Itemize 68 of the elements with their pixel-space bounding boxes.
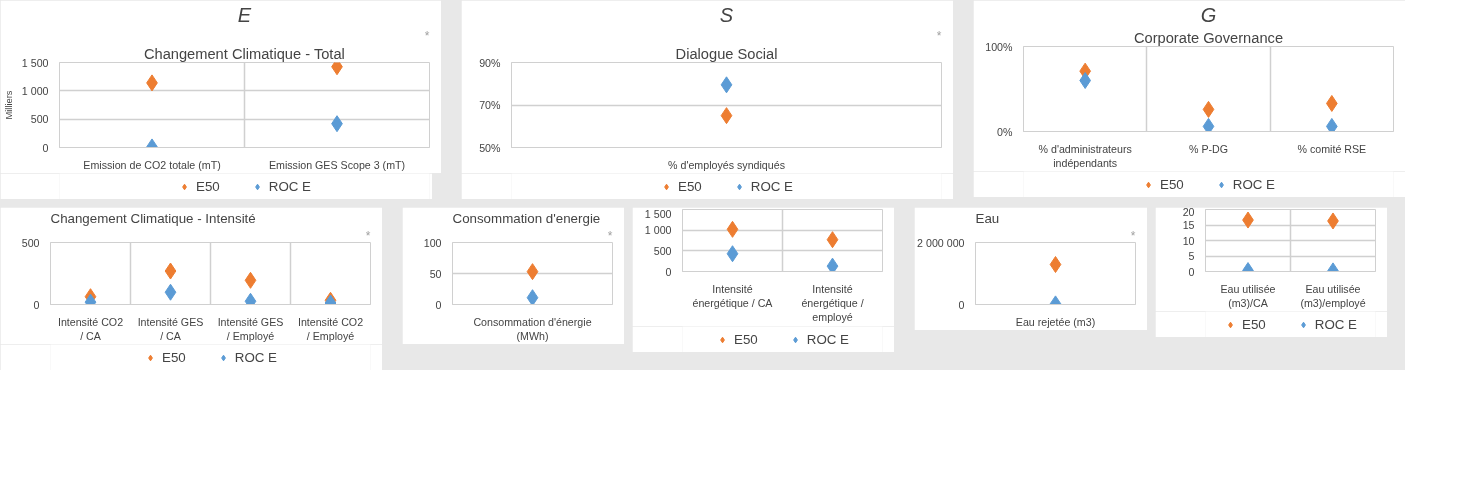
x-tick-label: % comité RSE: [1297, 142, 1367, 155]
x-tick-label: Consommation d'énergie (MWh): [473, 315, 592, 342]
y-tick-label: 500: [21, 236, 40, 249]
chart-title: Eau: [975, 210, 1000, 226]
y-tick-label: 0: [33, 298, 40, 311]
legend-label: ROC E: [806, 331, 849, 347]
chart-title: Consommation d'energie: [452, 210, 601, 226]
y-tick-label: 0%: [997, 125, 1014, 138]
x-tick-label: % d'employés syndiqués: [668, 158, 785, 171]
annotation: *: [1130, 228, 1136, 243]
text: *: [424, 28, 430, 43]
legend-label: ROC E: [1314, 316, 1357, 332]
chart-subtitle: Changement Climatique - Total: [143, 45, 345, 62]
legend-label: E50: [1160, 176, 1184, 192]
y-tick-label: 1 500: [644, 207, 672, 220]
chart-title: E: [237, 3, 252, 26]
y-tick-label: 1 000: [21, 84, 49, 97]
y-tick-label: 2 000 000: [917, 236, 965, 249]
chart-title: Changement Climatique - Intensité: [50, 210, 256, 226]
legend-label: ROC E: [234, 349, 277, 365]
x-tick-label: Intensité CO2 / Employé: [297, 315, 364, 342]
y-tick-label: 50%: [479, 141, 502, 154]
y-tick-label: 1 000: [644, 224, 672, 237]
x-tick-label: % d'administrateurs indépendants: [1038, 142, 1132, 169]
y-tick-label: 0: [42, 141, 49, 154]
y-tick-label: 1 500: [21, 56, 49, 69]
y-tick-label: 0: [435, 298, 442, 311]
annotation: *: [365, 228, 371, 243]
x-tick-label: Eau utilisée (m3)/CA: [1220, 282, 1276, 309]
x-tick-label: % P-DG: [1188, 142, 1229, 155]
legend-label: ROC E: [750, 178, 793, 194]
y-tick-label: 15: [1182, 219, 1195, 231]
x-tick-label: Intensité GES / Employé: [217, 315, 284, 342]
y-tick-label: 500: [653, 244, 672, 257]
y-axis-title: Milliers: [3, 90, 14, 120]
legend-label: E50: [734, 331, 758, 347]
x-tick-label: Intensité énergétique / CA: [692, 282, 774, 309]
y-tick-label: 10: [1182, 234, 1195, 247]
y-tick-label: 5: [1188, 250, 1195, 262]
y-tick-label: 20: [1182, 205, 1195, 218]
y-tick-label: 70%: [479, 99, 502, 111]
chart-title: S: [719, 3, 734, 26]
x-tick-label: Intensité CO2 / CA: [57, 315, 124, 342]
annotation: *: [607, 228, 613, 243]
legend-label: ROC E: [268, 178, 311, 194]
y-tick-label: 100%: [985, 40, 1014, 53]
legend-label: E50: [1242, 316, 1266, 332]
legend-label: E50: [678, 178, 702, 194]
legend-label: E50: [162, 349, 186, 365]
y-tick-label: 0: [958, 298, 965, 311]
y-tick-label: 100: [423, 236, 442, 249]
x-tick-label: Emission GES Scope 3 (mT): [268, 158, 406, 171]
y-tick-label: 0: [1188, 265, 1195, 278]
x-tick-label: Emission de CO2 totale (mT): [83, 158, 221, 171]
chart-subtitle: Corporate Governance: [1133, 29, 1284, 46]
y-tick-label: 90%: [479, 56, 502, 69]
x-tick-label: Intensité GES / CA: [137, 315, 204, 342]
x-tick-label: Intensité énergétique / employé: [801, 282, 864, 324]
legend-label: ROC E: [1232, 176, 1275, 192]
legend-label: E50: [196, 178, 220, 194]
chart-subtitle: Dialogue Social: [675, 45, 778, 62]
text: *: [936, 28, 942, 43]
y-tick-label: 0: [665, 265, 672, 278]
chart-title: G: [1200, 3, 1217, 26]
x-tick-label: Eau rejetée (m3): [1015, 315, 1096, 328]
y-tick-label: 50: [429, 267, 442, 280]
x-tick-label: Eau utilisée (m3)/employé: [1300, 282, 1366, 309]
y-tick-label: 500: [30, 113, 49, 126]
